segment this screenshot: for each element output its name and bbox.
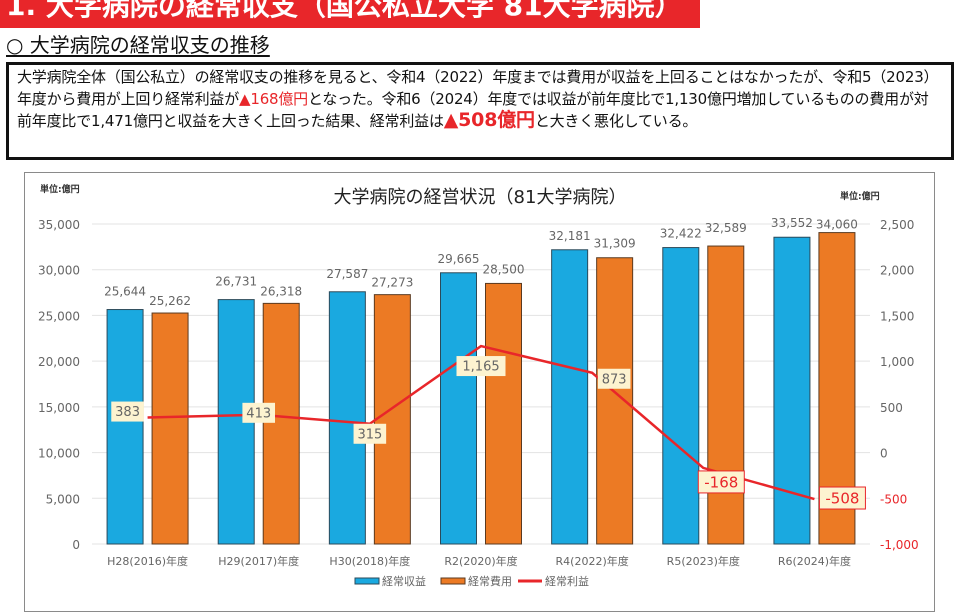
revenue-data-label: 29,665 [438,252,480,266]
expense-data-label: 34,060 [816,218,858,232]
left-tick-label: 20,000 [38,355,80,369]
expense-bar [596,257,634,545]
right-tick-label: 2,500 [880,218,914,232]
left-tick-label: 10,000 [38,447,80,461]
gridlines [92,223,870,545]
revenue-data-label: 26,731 [215,275,257,289]
left-tick-label: 35,000 [38,218,80,232]
revenue-bar [217,299,255,545]
profit-label-box [597,368,631,389]
legend-label: 経常収益 [382,574,426,588]
right-tick-label: 0 [880,447,888,461]
left-tick-label: 5,000 [46,492,80,506]
x-tick-label: R4(2022)年度 [556,554,629,568]
expense-data-label: 31,309 [594,237,636,251]
revenue-data-label: 27,587 [326,267,368,281]
right-tick-label: 2,000 [880,264,914,278]
profit-data-label: 873 [602,372,627,387]
summary-highlight-2023-loss: ▲168億円 [239,89,308,108]
expense-bar [707,245,745,545]
profit-label-box [818,486,866,510]
profit-data-label: 413 [246,406,271,421]
chart-title: 大学病院の経営状況（81大学病院） [334,187,627,208]
summary-highlight-2024-loss: ▲508億円 [443,109,535,131]
x-tick-label: R6(2024)年度 [778,554,851,568]
right-unit-label: 単位:億円 [840,190,880,202]
expense-data-label: 26,318 [260,284,302,298]
profit-label-box [456,356,506,377]
revenue-bar [551,249,589,545]
expense-bar [262,302,300,545]
right-tick-label: -500 [880,492,907,506]
legend: 経常収益 経常費用 経常利益 [354,574,589,588]
expense-bar [373,294,411,545]
legend-swatch-expense [440,577,466,585]
page-banner-title: 1. 大学病院の経常収支（国公私立大学 81大学病院） [0,0,700,28]
left-unit-label: 単位:億円 [40,183,80,195]
profit-data-label: -508 [825,489,859,507]
legend-swatch-revenue [354,577,380,585]
expense-data-label: 27,273 [371,276,413,290]
revenue-data-label: 33,552 [771,216,813,230]
section-title: ○ 大学病院の経常収支の推移 [6,33,270,57]
right-tick-label: -1,000 [880,538,919,552]
expense-bar [485,282,522,545]
x-tick-label: H29(2017)年度 [218,554,299,568]
legend-label: 経常費用 [468,574,512,588]
summary-text-2: となった。令和6（2024）年度では収益が前年度比で1,130億円増加しているも… [17,89,929,131]
legend-label: 経常利益 [545,574,589,588]
summary-box: 大学病院全体（国公私立）の経常収支の推移を見ると、令和4（2022）年度までは費… [6,62,954,160]
profit-data-label: -168 [704,473,738,491]
profit-data-label: 1,165 [462,360,499,375]
x-tick-label: H30(2018)年度 [329,554,410,568]
summary-text-1: 大学病院全体（国公私立）の経常収支の推移を見ると、令和4（2022）年度までは費… [17,68,939,108]
expense-data-label: 32,589 [705,221,747,235]
left-tick-label: 30,000 [38,264,80,278]
right-axis-ticks: -1,000 -500 0 500 1,000 1,500 2,000 2,500 [880,218,919,552]
right-tick-label: 1,500 [880,309,914,323]
profit-label-box [111,401,144,422]
profit-label-box [697,470,745,494]
summary-text-3: と大きく悪化している。 [534,112,698,130]
left-axis-ticks: 0 5,000 10,000 15,000 20,000 25,000 30,000 35,0… [38,218,80,552]
revenue-bar [773,236,811,545]
revenue-bar [662,247,700,545]
revenue-bar [440,272,477,545]
revenue-data-label: 25,644 [104,285,146,299]
profit-line: 383 413 315 1,165 873 -168 -508 [111,344,866,510]
x-tick-label: R2(2020)年度 [444,554,517,568]
left-tick-label: 25,000 [38,309,80,323]
x-tick-label: R5(2023)年度 [667,554,740,568]
right-tick-label: 1,000 [880,355,914,369]
revenue-bar [328,291,366,545]
revenue-bar [106,309,144,545]
x-tick-label: H28(2016)年度 [107,554,188,568]
revenue-data-label: 32,181 [549,229,591,243]
left-tick-label: 0 [72,538,80,552]
expense-data-label: 25,262 [149,294,191,308]
profit-label-box [242,402,276,423]
revenue-data-label: 32,422 [660,227,702,241]
right-tick-label: 500 [880,401,903,415]
profit-label-box [353,423,387,444]
left-tick-label: 15,000 [38,401,80,415]
expense-data-label: 28,500 [483,262,525,276]
expense-bar [151,312,189,545]
x-axis-labels: H28(2016)年度 H29(2017)年度 H30(2018)年度 R2(2020… [107,554,851,568]
profit-data-label: 383 [115,405,140,420]
profit-data-label: 315 [357,427,382,442]
